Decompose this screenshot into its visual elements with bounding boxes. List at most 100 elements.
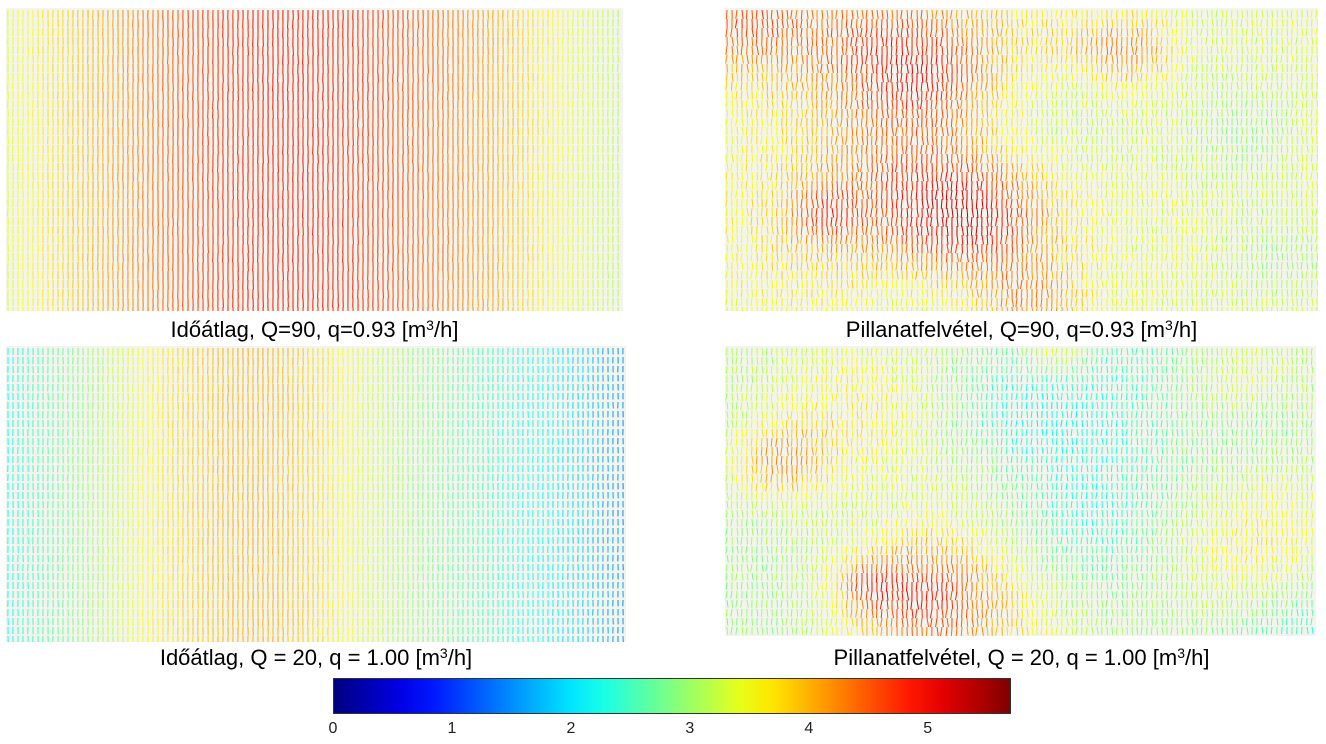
- velocity-vector-group: [8, 411, 553, 607]
- colorbar-tick: 2: [556, 714, 586, 744]
- velocity-vector-group: [727, 348, 1303, 635]
- velocity-vector-group: [198, 366, 303, 636]
- velocity-vector-group: [921, 618, 948, 627]
- velocity-vector-group: [68, 366, 443, 642]
- velocity-vector-group: [852, 573, 937, 591]
- velocity-vector-group: [727, 348, 1302, 635]
- velocity-vector-group: [1301, 262, 1302, 270]
- velocity-vector-group: [123, 28, 478, 311]
- colorbar-tick: 3: [675, 714, 705, 744]
- velocity-vector-group: [88, 348, 413, 590]
- velocity-vector-group: [138, 348, 353, 635]
- velocity-vector-group: [148, 357, 343, 617]
- velocity-vector-group: [782, 384, 1297, 563]
- velocity-vector-group: [761, 438, 762, 446]
- velocity-vector-group: [178, 357, 323, 608]
- velocity-vector-group: [123, 402, 368, 518]
- velocity-vector-group: [772, 456, 1003, 600]
- velocity-vector-group: [1017, 10, 1193, 261]
- velocity-vector-group: [1016, 402, 1112, 508]
- velocity-vector-group: [1011, 366, 1307, 616]
- velocity-vector-group: [573, 402, 578, 580]
- velocity-vector-group: [618, 438, 623, 624]
- velocity-vector-group: [13, 37, 588, 306]
- velocity-vector-group: [727, 19, 1312, 311]
- velocity-vector-group: [8, 384, 543, 616]
- velocity-vector-group: [593, 411, 608, 589]
- velocity-vector-group: [881, 28, 997, 226]
- velocity-vector-group: [737, 411, 1293, 626]
- velocity-vector-group: [18, 375, 513, 625]
- velocity-vector-group: [8, 10, 583, 270]
- velocity-vector-group: [957, 600, 958, 609]
- velocity-vector-group: [1037, 420, 1038, 427]
- velocity-vector-group: [88, 46, 103, 307]
- velocity-vector-group: [543, 357, 548, 580]
- velocity-vector-group: [198, 28, 383, 311]
- velocity-vector-group: [767, 438, 992, 627]
- velocity-vector-group: [238, 19, 353, 311]
- velocity-vector-group: [736, 411, 1287, 617]
- velocity-vector-group: [578, 519, 593, 562]
- velocity-vector-group: [223, 348, 278, 627]
- velocity-vector-group: [103, 384, 388, 500]
- caption-snapshot-q90: Pillanatfelvétel, Q=90, q=0.93 [m3/h]: [725, 317, 1318, 343]
- velocity-vector-group: [598, 348, 608, 634]
- velocity-vector-group: [887, 609, 888, 618]
- velocity-vector-group: [228, 357, 273, 642]
- velocity-vector-group: [608, 429, 613, 552]
- velocity-vector-group: [598, 528, 603, 580]
- velocity-vector-group: [158, 348, 333, 635]
- velocity-vector-group: [43, 73, 538, 311]
- velocity-vector-group: [782, 10, 1027, 289]
- velocity-vector-group: [732, 348, 1288, 626]
- velocity-vector-group: [961, 348, 1192, 598]
- velocity-vector-group: [208, 366, 303, 636]
- velocity-vector-group: [188, 10, 403, 311]
- velocity-vector-group: [732, 37, 1057, 311]
- velocity-vector-group: [188, 19, 403, 307]
- velocity-vector-group: [148, 366, 353, 599]
- velocity-vector-group: [731, 10, 1177, 311]
- velocity-vector-group: [138, 46, 463, 311]
- velocity-vector-group: [1112, 73, 1292, 306]
- velocity-vector-group: [797, 456, 942, 564]
- velocity-vector-group: [737, 19, 1183, 297]
- velocity-vector-group: [573, 366, 588, 580]
- velocity-vector-group: [1082, 46, 1307, 311]
- velocity-vector-group: [98, 447, 403, 527]
- velocity-vector-group: [228, 10, 353, 311]
- velocity-vector-group: [233, 10, 348, 307]
- velocity-vector-group: [1226, 118, 1302, 279]
- velocity-vector-group: [726, 375, 1307, 626]
- vector-field-time-average-q20: [6, 346, 626, 642]
- velocity-vector-group: [38, 393, 483, 589]
- velocity-vector-group: [731, 420, 1287, 626]
- velocity-vector-group: [767, 357, 1292, 581]
- velocity-vector-group: [73, 420, 428, 642]
- velocity-vector-group: [1082, 10, 1308, 306]
- velocity-vector-group: [872, 573, 927, 609]
- velocity-vector-group: [936, 618, 937, 627]
- velocity-vector-group: [741, 492, 1167, 635]
- velocity-vector-group: [947, 226, 948, 236]
- velocity-vector-group: [772, 465, 988, 600]
- velocity-vector-group: [726, 10, 1023, 280]
- velocity-vector-group: [563, 384, 578, 642]
- velocity-vector-group: [8, 357, 533, 571]
- velocity-vector-group: [108, 348, 394, 642]
- velocity-vector-group: [133, 357, 358, 554]
- velocity-vector-group: [553, 357, 568, 589]
- velocity-vector-group: [1062, 82, 1317, 279]
- velocity-vector-group: [937, 235, 993, 244]
- velocity-vector-group: [593, 64, 608, 297]
- velocity-vector-group: [897, 582, 898, 591]
- velocity-vector-group: [558, 348, 578, 634]
- velocity-vector-group: [1037, 411, 1038, 418]
- velocity-vector-group: [1042, 429, 1043, 436]
- velocity-vector-group: [123, 348, 378, 635]
- velocity-vector-group: [997, 375, 1113, 535]
- velocity-vector-group: [18, 348, 513, 634]
- velocity-vector-group: [48, 411, 463, 642]
- velocity-vector-group: [203, 348, 298, 627]
